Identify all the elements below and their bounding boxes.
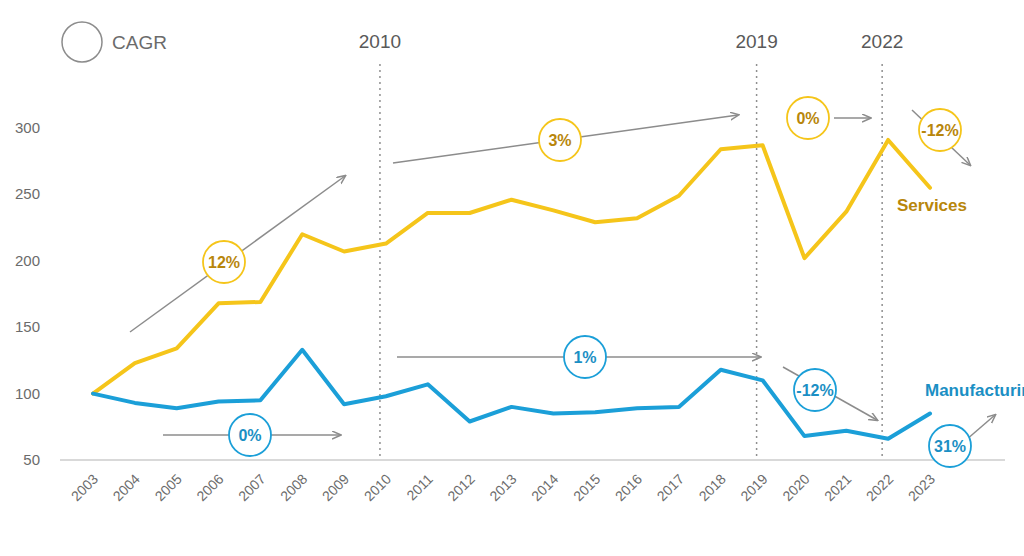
x-tick-label: 2022 [863, 471, 896, 504]
cagr-arrow [912, 110, 970, 165]
y-tick-label: 100 [15, 385, 40, 402]
cagr-circle [564, 336, 606, 378]
cagr-circle [203, 241, 245, 283]
x-tick-label: 2015 [570, 471, 603, 504]
cagr-label: 0% [238, 427, 261, 444]
period-label: 2010 [359, 31, 401, 52]
period-label: 2019 [735, 31, 777, 52]
y-tick-label: 50 [23, 451, 40, 468]
cagr-label: -12% [921, 122, 958, 139]
x-tick-label: 2003 [68, 471, 101, 504]
x-axis-line [60, 460, 1005, 461]
x-tick-label: 2020 [779, 471, 812, 504]
series-line [93, 140, 930, 394]
cagr-arrow [834, 117, 870, 119]
cagr-label: -12% [796, 382, 833, 399]
x-tick-label: 2016 [612, 471, 645, 504]
cagr-legend-circle [62, 22, 102, 62]
x-tick-label: 2014 [528, 471, 561, 504]
series-line [93, 350, 930, 439]
cagr-arrow [966, 415, 995, 440]
cagr-label: 0% [796, 110, 819, 127]
y-tick-label: 300 [15, 119, 40, 136]
period-divider [379, 64, 381, 460]
y-tick-label: 250 [15, 185, 40, 202]
series-label: Services [897, 196, 967, 215]
cagr-circle [539, 119, 581, 161]
cagr-label: 1% [573, 349, 596, 366]
x-tick-label: 2013 [486, 471, 519, 504]
series-group [93, 140, 930, 439]
x-tick-label: 2004 [110, 471, 143, 504]
x-tick-label: 2005 [151, 471, 184, 504]
period-divider [881, 64, 883, 460]
cagr-circle [794, 369, 836, 411]
series-label: Manufacturing+ [925, 381, 1024, 400]
cagr-circle [229, 414, 271, 456]
x-tick-label: 2006 [193, 471, 226, 504]
period-divider [756, 64, 758, 460]
x-tick-label: 2021 [821, 471, 854, 504]
x-tick-label: 2017 [654, 471, 687, 504]
x-tick-label: 2007 [235, 471, 268, 504]
period-label: 2022 [861, 31, 903, 52]
x-tick-label: 2008 [277, 471, 310, 504]
cagr-label: 12% [208, 254, 240, 271]
cagr-arrow [783, 367, 877, 420]
cagr-arrow [130, 176, 345, 332]
x-tick-label: 2018 [696, 471, 729, 504]
cagr-label: 31% [934, 438, 966, 455]
cagr-arrow [393, 115, 738, 163]
x-tick-label: 2012 [444, 471, 477, 504]
x-tick-label: 2010 [361, 471, 394, 504]
cagr-label: 3% [548, 132, 571, 149]
y-tick-label: 200 [15, 252, 40, 269]
y-tick-label: 150 [15, 318, 40, 335]
cagr-circle [787, 97, 829, 139]
x-tick-label: 2019 [737, 471, 770, 504]
x-tick-label: 2011 [403, 471, 436, 504]
cagr-circle [919, 109, 961, 151]
cagr-circle [929, 425, 971, 467]
cagr-legend-label: CAGR [112, 32, 167, 53]
x-tick-label: 2009 [319, 471, 352, 504]
chart: 50 100 150 200 250 300 2003 20042005 2006 2007 200… [0, 0, 1024, 556]
x-tick-label: 2023 [905, 471, 938, 504]
